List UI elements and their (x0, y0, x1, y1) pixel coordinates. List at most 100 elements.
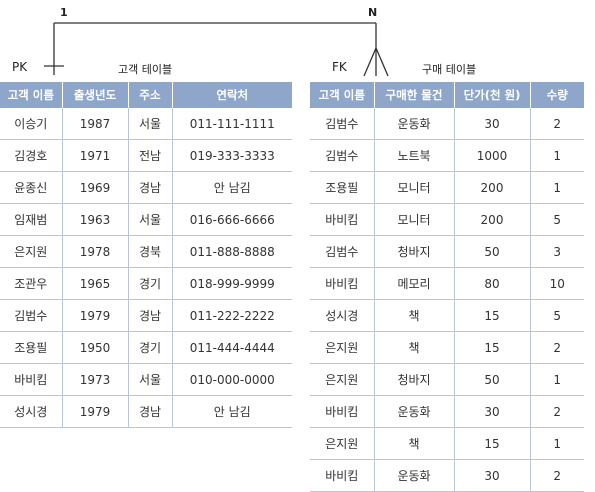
table-cell: 메모리 (373, 267, 454, 300)
table-row: 성시경 책 15 5 (310, 299, 584, 332)
table-cell: 018-999-9999 (171, 267, 292, 300)
table-cell: 안 남김 (171, 395, 292, 428)
table-cell: 운동화 (373, 395, 454, 428)
table-cell: 바비킴 (0, 363, 62, 396)
table-cell: 1969 (61, 171, 128, 204)
table-row: 김범수 청바지 50 3 (310, 235, 584, 268)
table-cell: 노트북 (373, 139, 454, 172)
table-cell: 1000 (453, 139, 530, 172)
table-cell: 바비킴 (310, 267, 374, 300)
table-cell: 30 (453, 459, 530, 492)
table-cell: 경남 (127, 299, 172, 332)
table-cell: 안 남김 (171, 171, 292, 204)
col-header: 고객 이름 (0, 82, 62, 108)
relationship-connector (44, 22, 389, 77)
table-cell: 2 (529, 459, 584, 492)
table-cell: 3 (529, 235, 584, 268)
customer-table-title: 고객 테이블 (118, 63, 173, 76)
table-row: 조용필 모니터 200 1 (310, 171, 584, 204)
table-cell: 30 (453, 108, 530, 140)
table-cell: 1978 (61, 235, 128, 268)
table-cell: 바비킴 (310, 395, 374, 428)
table-cell: 은지원 (310, 427, 374, 460)
table-cell: 운동화 (373, 459, 454, 492)
table-cell: 1 (529, 427, 584, 460)
table-row: 조용필 1950 경기 011-444-4444 (0, 331, 292, 364)
table-cell: 청바지 (373, 235, 454, 268)
table-cell: 김범수 (0, 299, 62, 332)
table-row: 바비킴 1973 서울 010-000-0000 (0, 363, 292, 396)
col-header: 출생년도 (61, 82, 128, 108)
table-cell: 바비킴 (310, 203, 374, 236)
table-cell: 5 (529, 203, 584, 236)
col-header: 연락처 (171, 82, 292, 108)
table-cell: 1987 (61, 108, 128, 140)
purchase-table-header: 고객 이름 구매한 물건 단가(천 원) 수량 (310, 82, 584, 108)
table-cell: 011-444-4444 (171, 331, 292, 364)
table-cell: 1971 (61, 139, 128, 172)
table-cell: 5 (529, 299, 584, 332)
purchase-table: 고객 이름 구매한 물건 단가(천 원) 수량 김범수 운동화 30 2 김범수 노트북 1… (310, 82, 584, 492)
table-cell: 이승기 (0, 108, 62, 140)
table-cell: 서울 (127, 108, 172, 140)
table-row: 은지원 1978 경북 011-888-8888 (0, 235, 292, 268)
table-cell: 50 (453, 363, 530, 396)
table-cell: 은지원 (310, 363, 374, 396)
table-row: 바비킴 모니터 200 5 (310, 203, 584, 236)
table-cell: 10 (529, 267, 584, 300)
table-cell: 청바지 (373, 363, 454, 396)
table-cell: 2 (529, 331, 584, 364)
table-cell: 011-111-1111 (171, 108, 292, 140)
cardinality-one: 1 (60, 6, 68, 19)
table-cell: 책 (373, 299, 454, 332)
table-cell: 30 (453, 395, 530, 428)
cardinality-many: N (368, 6, 378, 19)
customer-table-header: 고객 이름 출생년도 주소 연락처 (0, 82, 292, 108)
table-cell: 1 (529, 139, 584, 172)
table-cell: 011-222-2222 (171, 299, 292, 332)
table-cell: 1973 (61, 363, 128, 396)
table-cell: 016-666-6666 (171, 203, 292, 236)
table-row: 은지원 청바지 50 1 (310, 363, 584, 396)
crowfoot-left (363, 47, 377, 77)
table-row: 김범수 운동화 30 2 (310, 108, 584, 140)
table-cell: 2 (529, 395, 584, 428)
table-cell: 은지원 (0, 235, 62, 268)
table-cell: 경남 (127, 395, 172, 428)
table-row: 성시경 1979 경남 안 남김 (0, 395, 292, 428)
col-header: 구매한 물건 (373, 82, 454, 108)
table-cell: 김범수 (310, 139, 374, 172)
primary-key-label: PK (12, 60, 28, 74)
table-cell: 조관우 (0, 267, 62, 300)
table-cell: 책 (373, 331, 454, 364)
table-cell: 모니터 (373, 171, 454, 204)
table-cell: 바비킴 (310, 459, 374, 492)
table-cell: 2 (529, 108, 584, 140)
table-row: 바비킴 운동화 30 2 (310, 459, 584, 492)
table-cell: 019-333-3333 (171, 139, 292, 172)
table-cell: 15 (453, 331, 530, 364)
table-cell: 김범수 (310, 108, 374, 140)
table-cell: 성시경 (0, 395, 62, 428)
table-row: 이승기 1987 서울 011-111-1111 (0, 108, 292, 140)
table-row: 바비킴 운동화 30 2 (310, 395, 584, 428)
table-cell: 조용필 (310, 171, 374, 204)
table-cell: 경기 (127, 331, 172, 364)
table-row: 김경호 1971 전남 019-333-3333 (0, 139, 292, 172)
table-cell: 모니터 (373, 203, 454, 236)
table-cell: 50 (453, 235, 530, 268)
table-row: 김범수 1979 경남 011-222-2222 (0, 299, 292, 332)
table-row: 김범수 노트북 1000 1 (310, 139, 584, 172)
table-cell: 011-888-8888 (171, 235, 292, 268)
table-cell: 임재범 (0, 203, 62, 236)
table-cell: 200 (453, 203, 530, 236)
table-cell: 서울 (127, 363, 172, 396)
foreign-key-label: FK (332, 60, 347, 74)
table-cell: 성시경 (310, 299, 374, 332)
customer-table: 고객 이름 출생년도 주소 연락처 이승기 1987 서울 011-111-1111 김… (0, 82, 292, 428)
table-cell: 80 (453, 267, 530, 300)
table-row: 임재범 1963 서울 016-666-6666 (0, 203, 292, 236)
table-cell: 경기 (127, 267, 172, 300)
table-row: 바비킴 메모리 80 10 (310, 267, 584, 300)
table-cell: 은지원 (310, 331, 374, 364)
